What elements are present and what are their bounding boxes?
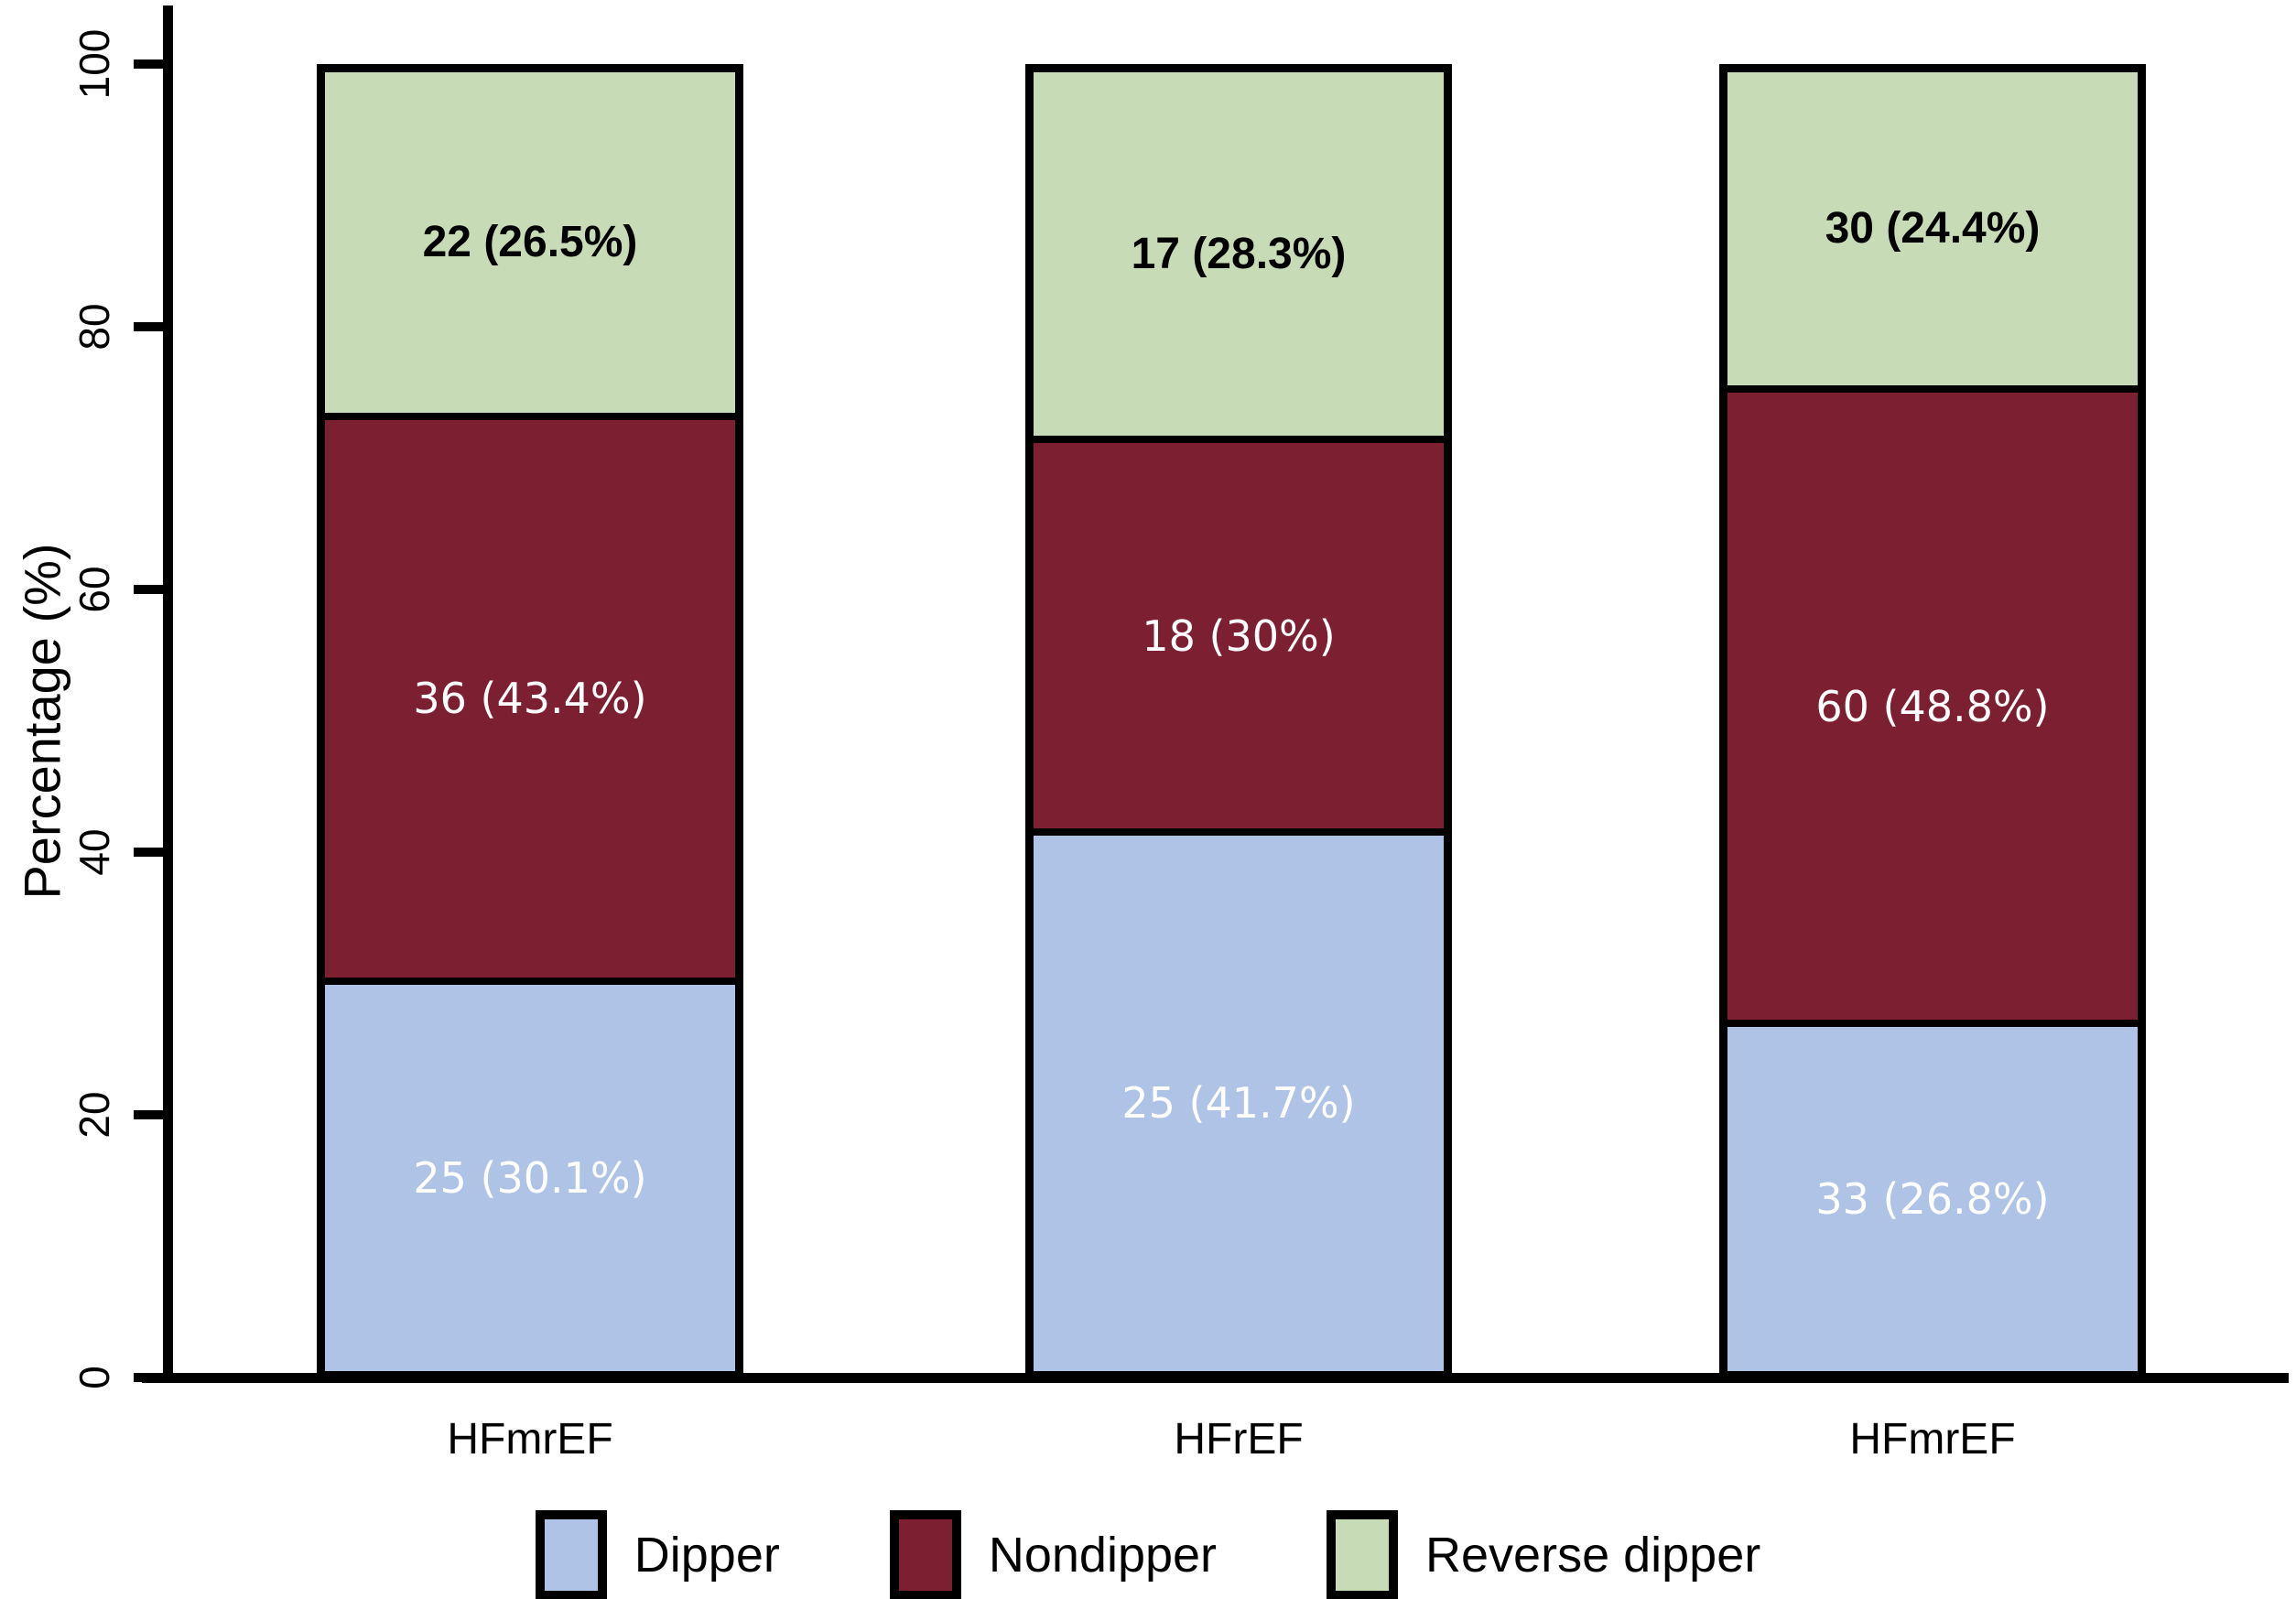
legend-item-reverse-dipper: Reverse dipper [1327,1510,1760,1599]
segment-value-label: 17 (28.3%) [1131,229,1347,278]
y-tick-60 [134,585,166,594]
x-axis-label-hfref: HFrEF [1174,1415,1304,1464]
legend-swatch-nondipper [889,1510,961,1599]
y-tick-20 [134,1110,166,1119]
segment-reverse-dipper: 22 (26.5%) [325,72,735,420]
y-tick-label-0: 0 [70,1366,118,1389]
y-axis-title: Percentage (%) [13,543,71,900]
y-tick-label-20: 20 [70,1091,118,1139]
y-tick-100 [134,59,166,69]
segment-nondipper: 18 (30%) [1034,443,1444,836]
segment-nondipper: 36 (43.4%) [325,419,735,985]
segment-value-label: 30 (24.4%) [1825,204,2041,254]
y-tick-label-80: 80 [70,303,118,351]
segment-value-label: 60 (48.8%) [1815,681,2050,731]
bar-2-hfref: 17 (28.3%) 18 (30%) 25 (41.7%) [1025,64,1452,1379]
legend-label-nondipper: Nondipper [988,1528,1218,1583]
legend-label-reverse-dipper: Reverse dipper [1425,1528,1761,1583]
segment-dipper: 33 (26.8%) [1727,1026,2138,1371]
bar-1-hfmref: 22 (26.5%) 36 (43.4%) 25 (30.1%) [317,64,743,1379]
segment-reverse-dipper: 30 (24.4%) [1727,72,2138,394]
y-tick-label-40: 40 [70,828,118,876]
legend: Dipper Nondipper Reverse dipper [0,1510,2296,1599]
bar-3-hfmref: 30 (24.4%) 60 (48.8%) 33 (26.8%) [1719,64,2146,1379]
x-axis-label-hfmref: HFmrEF [447,1415,613,1464]
y-tick-label-100: 100 [70,28,118,100]
y-axis-line [163,5,173,1383]
segment-reverse-dipper: 17 (28.3%) [1034,72,1444,444]
legend-swatch-dipper [535,1510,607,1599]
legend-item-dipper: Dipper [535,1510,780,1599]
x-axis-label-hfmref: HFmrEF [1849,1415,2016,1464]
y-tick-40 [134,848,166,857]
segment-value-label: 22 (26.5%) [422,217,638,266]
segment-value-label: 18 (30%) [1142,610,1336,661]
y-tick-label-60: 60 [70,566,118,613]
y-tick-0 [134,1373,166,1382]
segment-dipper: 25 (41.7%) [1034,835,1444,1371]
legend-item-nondipper: Nondipper [889,1510,1218,1599]
segment-value-label: 25 (30.1%) [413,1152,647,1203]
segment-nondipper: 60 (48.8%) [1727,393,2138,1027]
legend-label-dipper: Dipper [634,1528,780,1583]
segment-value-label: 33 (26.8%) [1815,1173,2050,1224]
segment-value-label: 25 (41.7%) [1121,1078,1356,1129]
y-tick-80 [134,322,166,331]
segment-value-label: 36 (43.4%) [413,674,647,724]
legend-swatch-reverse-dipper [1327,1510,1399,1599]
segment-dipper: 25 (30.1%) [325,984,735,1371]
